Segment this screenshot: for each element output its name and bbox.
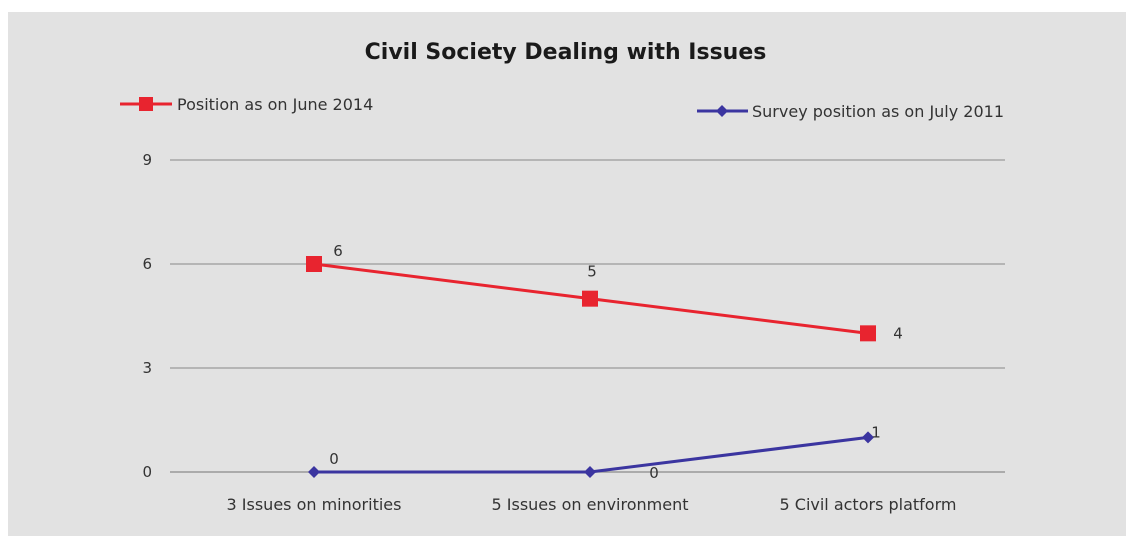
x-tick-label: 5 Issues on environment xyxy=(492,495,689,514)
data-point xyxy=(860,325,876,342)
data-label: 6 xyxy=(333,242,343,260)
legend-label: Position as on June 2014 xyxy=(177,95,373,114)
legend-label: Survey position as on July 2011 xyxy=(752,102,1004,121)
x-tick-label: 3 Issues on minorities xyxy=(227,495,402,514)
data-label: 4 xyxy=(893,324,903,342)
data-point xyxy=(584,466,596,478)
data-point xyxy=(582,290,598,307)
y-tick-label: 6 xyxy=(142,255,152,273)
chart-panel xyxy=(8,12,1126,536)
series-line xyxy=(314,435,869,474)
legend-marker xyxy=(139,97,153,111)
chart-title: Civil Society Dealing with Issues xyxy=(364,40,767,65)
data-label: 1 xyxy=(871,423,881,441)
y-tick-label: 0 xyxy=(142,463,152,481)
data-point xyxy=(306,256,322,272)
data-label: 0 xyxy=(649,464,659,482)
y-tick-label: 9 xyxy=(142,151,152,169)
data-label: 5 xyxy=(587,263,597,281)
data-point xyxy=(862,431,874,444)
y-tick-label: 3 xyxy=(142,359,152,377)
legend-marker xyxy=(716,105,728,117)
data-point xyxy=(308,466,320,478)
x-tick-label: 5 Civil actors platform xyxy=(780,495,957,514)
data-label: 0 xyxy=(329,450,339,468)
